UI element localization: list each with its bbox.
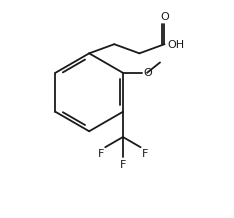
Text: F: F — [142, 149, 148, 159]
Text: F: F — [120, 160, 126, 170]
Text: O: O — [160, 12, 169, 22]
Text: O: O — [143, 68, 152, 78]
Text: F: F — [97, 149, 104, 159]
Text: OH: OH — [168, 40, 185, 49]
